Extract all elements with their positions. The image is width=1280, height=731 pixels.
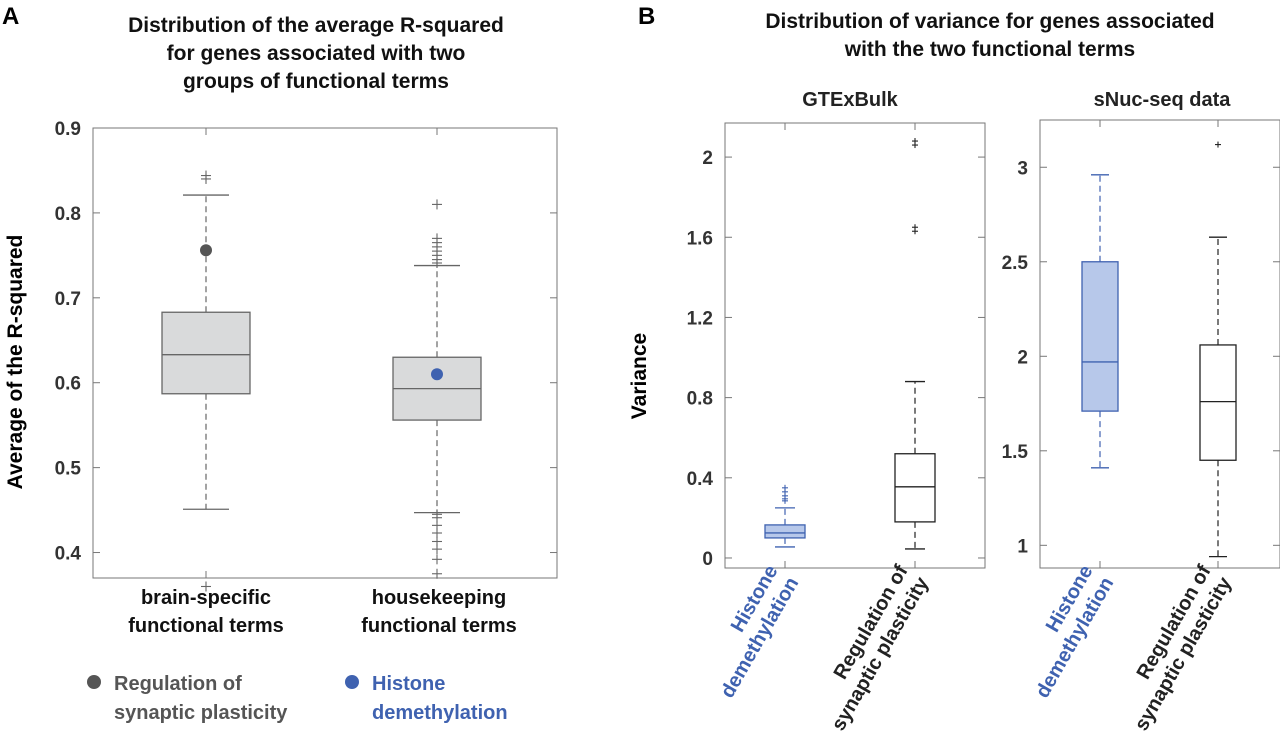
y-tick-label: 2	[702, 148, 713, 169]
chart-2-cat-1-box	[764, 524, 806, 539]
panel-a-letter: A	[2, 3, 19, 30]
y-tick-label: 0.5	[55, 459, 82, 480]
y-tick-label: 0.9	[55, 119, 81, 140]
chart-1-cat-2-outlier	[432, 568, 442, 579]
legend-label-histone-line-2: demethylation	[372, 702, 508, 724]
chart-3-cat-1-box	[1081, 261, 1119, 412]
chart-1-cat-2-label-line-2: functional terms	[361, 615, 517, 637]
y-tick-label: 0.7	[55, 289, 81, 310]
chart-1: 0.4 0.5 0.6 0.7 0.8 0.9 brain-specific function…	[55, 119, 558, 637]
chart-3-subtitle: sNuc-seq data	[1094, 89, 1232, 111]
panel-a-title-line-3: groups of functional terms	[183, 70, 449, 93]
chart-3-cat-2-outlier	[1215, 141, 1221, 148]
y-tick-label: 1.2	[687, 308, 713, 329]
chart-2-cat-2-outlier	[912, 224, 918, 231]
chart-1-cat-2-marker	[431, 368, 443, 381]
chart-1-cat-2-outlier	[432, 199, 442, 210]
y-tick-label: 1.6	[687, 228, 713, 249]
chart-1-cat-2-outlier	[432, 509, 442, 520]
y-tick-label: 0	[702, 549, 713, 570]
chart-1-cat-1-outlier	[201, 581, 211, 592]
chart-1-cat-1-box	[161, 311, 251, 395]
y-tick-label: 0.4	[687, 469, 714, 490]
legend-label-regulation-line-2: synaptic plasticity	[114, 702, 288, 724]
chart-3: sNuc-seq data 1 1.5 2 2.5 3 Histonedemethylati…	[1002, 89, 1280, 731]
legend-dot-regulation	[87, 675, 101, 689]
chart-1-cat-2-outlier	[432, 536, 442, 547]
chart-2-cat-2-box	[894, 453, 936, 523]
chart-1-cat-1-outlier	[201, 170, 211, 181]
legend-label-regulation-line-1: Regulation of	[114, 673, 242, 695]
chart-1-cat-2-outlier	[432, 554, 442, 565]
y-tick-label: 2.5	[1002, 253, 1029, 274]
chart-2-frame	[724, 122, 986, 569]
panel-a-title-line-2: for genes associated with two	[167, 42, 466, 65]
panel-a-title-line-1: Distribution of the average R-squared	[128, 14, 504, 37]
y-tick-label: 3	[1017, 158, 1028, 179]
chart-1-cat-1-marker	[200, 244, 212, 257]
panel-b-letter: B	[638, 3, 655, 30]
chart-2-subtitle: GTExBulk	[802, 89, 898, 111]
chart-1-cat-2-label-line-1: housekeeping	[372, 587, 506, 609]
y-tick-label: 1.5	[1002, 442, 1029, 463]
y-tick-label: 0.8	[687, 389, 713, 410]
legend-label-histone-line-1: Histone	[372, 673, 445, 695]
y-tick-label: 0.8	[55, 204, 81, 225]
chart-2-cat-1-outlier	[782, 484, 788, 491]
panel-b-title-line-1: Distribution of variance for genes assoc…	[765, 10, 1214, 33]
legend-dot-histone	[345, 675, 359, 689]
chart-2-cat-2-outlier	[912, 138, 918, 145]
chart-1-cat-2-outlier	[432, 233, 442, 244]
chart-1-frame	[92, 127, 558, 579]
y-tick-label: 0.6	[55, 374, 81, 395]
y-tick-label: 0.4	[55, 544, 82, 565]
chart-3-cat-2-box	[1199, 344, 1237, 461]
y-tick-label: 2	[1017, 347, 1028, 368]
chart-3-frame	[1039, 119, 1280, 569]
charts-layer: 0.4 0.5 0.6 0.7 0.8 0.9 brain-specific function…	[55, 89, 1280, 731]
chart-2: GTExBulk 0 0.4 0.8 1.2 1.6 2 Histonedemethylati…	[687, 89, 986, 731]
panel-a-ylabel: Average of the R-squared	[4, 235, 27, 490]
panel-b-ylabel: Variance	[628, 333, 651, 419]
chart-1-cat-1-label-line-2: functional terms	[128, 615, 284, 637]
chart-1-cat-1-label-line-1: brain-specific	[141, 587, 271, 609]
panel-b-title-line-2: with the two functional terms	[844, 38, 1136, 61]
y-tick-label: 1	[1017, 536, 1028, 557]
